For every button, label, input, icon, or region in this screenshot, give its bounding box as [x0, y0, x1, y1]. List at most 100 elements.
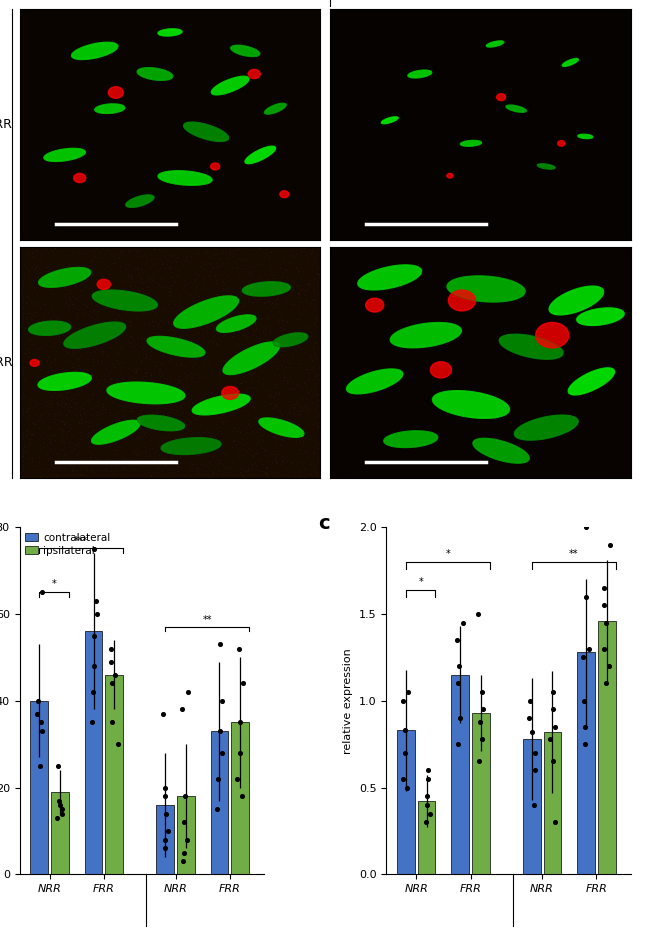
Point [132, 260, 142, 275]
Point [226, 335, 236, 350]
Point [122, 304, 133, 319]
Point [16, 282, 26, 297]
Point [200, 463, 210, 478]
Point [275, 340, 285, 355]
Point [129, 248, 139, 263]
Point [143, 408, 153, 423]
Point [137, 369, 148, 384]
Point [219, 292, 229, 307]
Point [158, 256, 168, 271]
Point [190, 457, 201, 472]
Point [85, 310, 96, 325]
Point [46, 252, 56, 267]
Point [23, 402, 33, 417]
Point [222, 282, 233, 297]
Point [255, 356, 266, 371]
Point [178, 395, 188, 410]
Point [200, 400, 211, 415]
Point [292, 263, 303, 278]
Point [265, 322, 275, 337]
Point [151, 408, 161, 423]
Point [140, 369, 150, 384]
Point [141, 457, 151, 472]
Point [261, 443, 272, 458]
Point [293, 265, 304, 280]
Point [114, 410, 124, 425]
Point [34, 340, 45, 355]
Point [276, 438, 287, 453]
Point [186, 249, 196, 264]
Point [100, 374, 110, 389]
Point [94, 437, 104, 452]
Point [138, 280, 148, 295]
Point [21, 470, 31, 485]
Point [218, 445, 229, 460]
Point [83, 415, 94, 430]
Point [237, 468, 247, 483]
Point [44, 405, 54, 420]
Point [106, 429, 116, 444]
Point [69, 324, 79, 339]
Point [111, 444, 121, 458]
Point [262, 248, 272, 263]
Point [202, 312, 212, 327]
Point [233, 271, 244, 286]
Point [244, 299, 254, 313]
Point [159, 458, 170, 472]
Point [202, 459, 212, 474]
Point [177, 283, 187, 298]
Point [167, 248, 177, 263]
Point [83, 307, 93, 322]
Point [44, 357, 55, 372]
Point [270, 399, 281, 414]
Point [199, 306, 209, 321]
Point [31, 249, 42, 264]
Point [217, 745, 228, 760]
Point [18, 364, 28, 379]
Point [198, 273, 209, 288]
Point [190, 433, 200, 448]
Point [133, 429, 143, 444]
Point [218, 413, 229, 428]
Point [135, 329, 146, 344]
Point [234, 385, 244, 400]
Point [293, 286, 304, 300]
Point [62, 353, 72, 368]
Point [294, 442, 305, 457]
Point [313, 387, 324, 402]
Point [303, 277, 313, 292]
Point [220, 282, 231, 297]
Point [158, 405, 168, 419]
Point [56, 345, 66, 360]
Point [199, 390, 209, 405]
Point [275, 261, 285, 276]
Point [254, 292, 264, 307]
Point [42, 369, 52, 384]
Point [14, 406, 25, 421]
Point [60, 336, 71, 351]
Point [67, 462, 77, 477]
Point [35, 251, 46, 266]
Point [42, 266, 53, 281]
Point [244, 418, 255, 433]
Point [79, 407, 90, 422]
Point [199, 415, 209, 430]
Point [191, 266, 202, 281]
Point [294, 293, 305, 308]
Point [150, 358, 161, 373]
Point [112, 439, 123, 454]
Point [251, 445, 261, 460]
Point [188, 312, 198, 327]
Point [108, 455, 118, 470]
Point [273, 445, 283, 459]
Point [301, 418, 311, 433]
Point [187, 319, 198, 334]
Point [26, 336, 36, 351]
Point [43, 380, 53, 395]
Point [72, 343, 83, 358]
Point [40, 315, 50, 330]
Point [259, 441, 269, 456]
Point [141, 365, 151, 379]
Point [271, 283, 281, 298]
Point [132, 244, 142, 259]
